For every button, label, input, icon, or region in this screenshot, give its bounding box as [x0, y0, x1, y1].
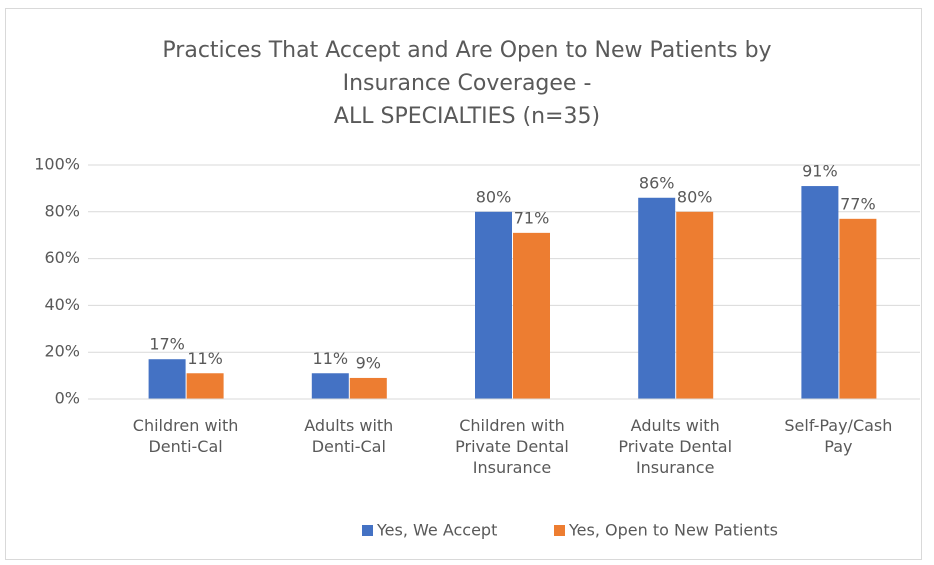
bar — [676, 211, 714, 399]
bar — [186, 373, 224, 399]
y-tick-label: 20% — [44, 342, 80, 361]
legend-swatch — [554, 525, 565, 536]
data-label: 80% — [677, 187, 713, 206]
bar — [638, 197, 676, 399]
chart-border — [5, 8, 922, 560]
y-tick-label: 0% — [55, 389, 80, 408]
legend-label: Yes, We Accept — [376, 521, 497, 540]
x-tick-label: Self-Pay/Cash Pay — [784, 416, 893, 456]
bar — [513, 232, 550, 399]
bar — [311, 373, 349, 399]
data-label: 9% — [356, 353, 381, 372]
data-label: 11% — [313, 349, 349, 368]
x-tick-label: Children with Private Dental Insurance — [455, 416, 569, 477]
chart-title: Practices That Accept and Are Open to Ne… — [162, 38, 772, 129]
legend-swatch — [362, 525, 373, 536]
bar — [148, 359, 186, 399]
y-tick-label: 40% — [44, 295, 80, 314]
y-tick-label: 80% — [44, 201, 80, 220]
y-tick-label: 100% — [34, 155, 80, 174]
bar — [801, 186, 839, 399]
y-tick-label: 60% — [44, 248, 80, 267]
bar — [349, 377, 387, 399]
data-label: 71% — [514, 208, 550, 227]
x-tick-label: Adults with Private Dental Insurance — [618, 416, 733, 477]
data-label: 80% — [476, 187, 512, 206]
legend-label: Yes, Open to New Patients — [568, 521, 778, 540]
x-tick-label: Adults with Denti-Cal — [304, 416, 394, 456]
data-label: 86% — [639, 173, 675, 192]
data-label: 17% — [149, 335, 185, 354]
bar — [475, 211, 512, 399]
data-label: 77% — [840, 194, 876, 213]
data-label: 11% — [187, 349, 223, 368]
bar — [839, 218, 877, 399]
x-tick-label: Children with Denti-Cal — [132, 416, 239, 456]
data-label: 91% — [802, 162, 838, 181]
